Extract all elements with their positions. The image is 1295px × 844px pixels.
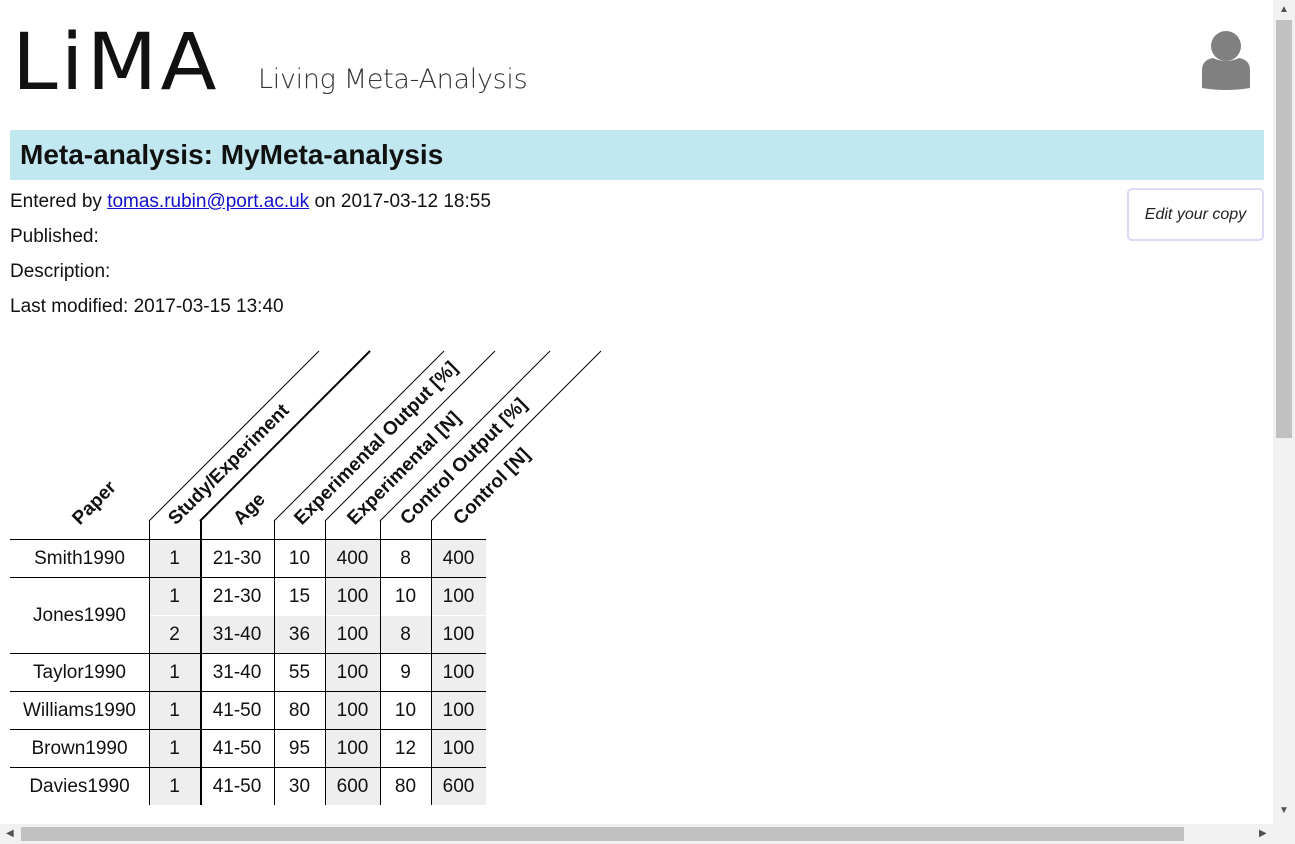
row-divider [10,729,486,730]
logo-text: LiMA [12,18,220,108]
table-cell-ctrl-out: 12 [394,738,417,759]
table-cell-exp-n: 100 [325,578,380,615]
table-cell-ctrl-out: 9 [400,662,411,683]
table-cell-age: 31-40 [212,662,262,683]
table-cell-exp-out: 15 [288,586,311,607]
table-cell-ctrl-out: 10 [394,700,417,721]
vertical-scroll-thumb[interactable] [1276,20,1292,438]
table-cell-age: 41-50 [212,700,262,721]
arrow-down-icon[interactable]: ▼ [1279,805,1289,816]
arrow-left-icon[interactable]: ◀ [6,828,14,839]
table-cell-ctrl-out: 8 [380,616,431,653]
column-divider [200,521,202,805]
table-cell-exp-n: 400 [325,540,380,577]
page: LiMA Living Meta-Analysis Meta-analysis:… [0,18,1264,810]
table-cell-study: 1 [149,768,200,805]
row-divider [10,539,486,540]
arrow-right-icon[interactable]: ▶ [1259,828,1267,839]
table-cell-exp-out: 55 [288,662,311,683]
entered-by-prefix: Entered by [10,191,102,212]
table-cell-ctrl-n: 100 [431,654,486,691]
table-cell-exp-n: 100 [325,654,380,691]
table-cell-age: 41-50 [212,776,262,797]
table-cell-paper: Taylor1990 [33,662,126,683]
table-cell-exp-n: 100 [325,616,380,653]
lima-logo[interactable]: LiMA [12,18,217,108]
table-cell-exp-out: 95 [288,738,311,759]
table-cell-exp-out: 36 [274,616,325,653]
column-divider [149,521,150,805]
entered-on: on 2017-03-12 18:55 [314,191,491,212]
table-cell-ctrl-out: 80 [394,776,417,797]
table-cell-study: 2 [149,616,200,653]
table-cell-ctrl-n: 600 [431,768,486,805]
entered-by-line: Entered by tomas.rubin@port.ac.uk on 201… [10,190,491,214]
table-cell-ctrl-n: 100 [431,616,486,653]
data-table: Paper Study/Experiment Age Experimental … [0,340,700,810]
table-cell-exp-n: 600 [325,768,380,805]
table-cell-exp-out: 80 [288,700,311,721]
table-cell-ctrl-n: 100 [431,578,486,615]
arrow-up-icon[interactable]: ▲ [1279,4,1289,15]
table-cell-age: 21-30 [212,586,262,607]
table-cell-exp-out: 30 [288,776,311,797]
table-cell-ctrl-out: 8 [400,548,411,569]
table-cell-age: 21-30 [212,548,262,569]
table-cell-study: 1 [149,578,200,615]
table-cell-paper: Jones1990 [33,605,126,626]
author-email-link[interactable]: tomas.rubin@port.ac.uk [107,191,310,212]
row-divider [10,577,486,578]
table-cell-paper: Williams1990 [23,700,136,721]
horizontal-scrollbar[interactable]: ◀ ▶ [0,824,1273,844]
table-cell-ctrl-n: 100 [431,730,486,767]
table-cell-exp-n: 100 [325,730,380,767]
scrollbar-corner [1273,824,1295,844]
tagline: Living Meta-Analysis [258,64,528,95]
table-cell-age: 41-50 [212,738,262,759]
table-cell-ctrl-n: 400 [431,540,486,577]
description-label: Description: [10,261,111,282]
published-label: Published: [10,226,99,247]
vertical-scrollbar[interactable]: ▲ ▼ [1273,0,1295,824]
table-cell-study: 1 [149,540,200,577]
table-cell-exp-out: 10 [288,548,311,569]
row-divider [10,691,486,692]
table-cell-age: 31-40 [200,616,274,653]
user-avatar-icon[interactable] [1199,30,1253,90]
row-divider [10,653,486,654]
table-cell-exp-n: 100 [325,692,380,729]
table-cell-ctrl-out: 10 [394,586,417,607]
column-divider [431,521,432,805]
table-cell-ctrl-n: 100 [431,692,486,729]
table-cell-study: 1 [149,730,200,767]
column-divider [274,521,275,805]
page-title: Meta-analysis: MyMeta-analysis [20,139,444,170]
table-cell-study: 1 [149,654,200,691]
table-cell-study: 1 [149,692,200,729]
last-modified: Last modified: 2017-03-15 13:40 [10,296,284,317]
row-divider [10,767,486,768]
table-cell-paper: Davies1990 [29,776,130,797]
edit-your-copy-button[interactable]: Edit your copy [1127,188,1264,241]
horizontal-scroll-thumb[interactable] [21,827,1184,841]
header-diagonals [148,350,602,522]
page-title-bar: Meta-analysis: MyMeta-analysis [10,130,1264,180]
column-divider [325,521,326,805]
table-cell-paper: Smith1990 [34,548,125,569]
table-cell-paper: Brown1990 [31,738,128,759]
column-divider [380,521,381,805]
